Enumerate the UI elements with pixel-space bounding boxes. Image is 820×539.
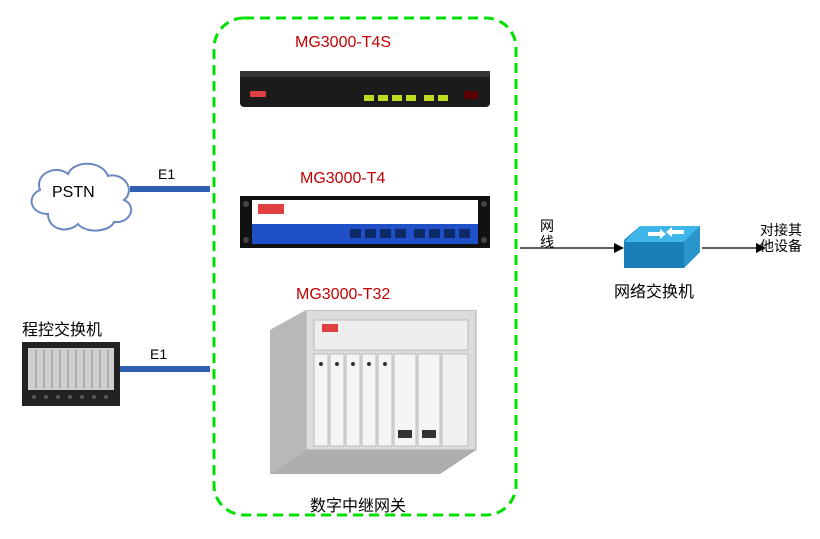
device-mg3000-t4s [240, 65, 490, 113]
pbx-device [22, 342, 120, 406]
device-label-t4s: MG3000-T4S [295, 34, 391, 52]
link-pstn-e1-label: E1 [158, 166, 175, 182]
gateway-group-title: 数字中继网关 [310, 492, 406, 516]
pstn-label: PSTN [52, 184, 95, 202]
link-pbx-e1-label: E1 [150, 346, 167, 362]
link-net [520, 238, 624, 258]
link-out-label: 对接其 他设备 [760, 222, 802, 254]
link-pstn-e1 [130, 186, 210, 192]
link-net-label: 网 线 [540, 218, 554, 250]
link-out [702, 238, 766, 258]
pbx-title: 程控交换机 [22, 316, 102, 340]
device-label-t32: MG3000-T32 [296, 286, 390, 304]
network-switch [620, 222, 704, 274]
link-pbx-e1 [120, 366, 210, 372]
device-label-t4: MG3000-T4 [300, 170, 385, 188]
diagram-canvas: 数字中继网关 MG3000-T4S MG3000-T4 MG3000-T32 [0, 0, 820, 539]
switch-title: 网络交换机 [614, 278, 694, 302]
device-mg3000-t4 [240, 196, 490, 248]
device-mg3000-t32 [270, 310, 480, 480]
